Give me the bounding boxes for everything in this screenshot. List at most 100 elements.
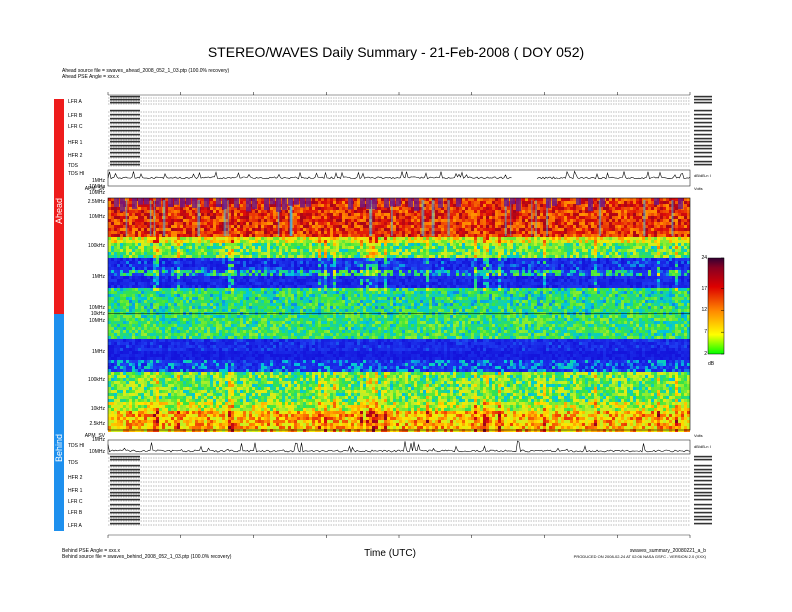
spectrogram-cell bbox=[252, 210, 255, 213]
spectrogram-cell bbox=[222, 417, 225, 420]
spectrogram-cell bbox=[246, 408, 249, 411]
spectrogram-cell bbox=[189, 369, 192, 372]
spectrogram-cell bbox=[132, 378, 135, 381]
spectrogram-cell bbox=[171, 414, 174, 417]
spectrogram-cell bbox=[243, 339, 246, 342]
spectrogram-cell bbox=[261, 228, 264, 231]
spectrogram-cell bbox=[273, 255, 276, 258]
spectrogram-cell bbox=[114, 270, 117, 273]
spectrogram-cell bbox=[180, 402, 183, 405]
spectrogram-cell bbox=[159, 342, 162, 345]
spectrogram-cell bbox=[201, 327, 204, 330]
spectrogram-cell bbox=[240, 231, 243, 234]
spectrogram-cell bbox=[159, 429, 162, 432]
spectrogram-cell bbox=[177, 333, 180, 336]
spectrogram-cell bbox=[192, 255, 195, 258]
spectrogram-cell bbox=[255, 243, 258, 246]
spectrogram-cell bbox=[279, 285, 282, 288]
spectrogram-cell bbox=[252, 276, 255, 279]
spectrogram-cell bbox=[285, 255, 288, 258]
spectrogram-cell bbox=[195, 348, 198, 351]
spectrogram-cell bbox=[240, 336, 243, 339]
spectrogram-cell bbox=[282, 315, 285, 318]
spectrogram-cell bbox=[165, 318, 168, 321]
spectrogram-cell bbox=[246, 339, 249, 342]
spectrogram-cell bbox=[201, 261, 204, 264]
spectrogram-cell bbox=[150, 222, 153, 225]
spectrogram-cell bbox=[117, 291, 120, 294]
spectrogram-cell bbox=[261, 384, 264, 387]
spectrogram-cell bbox=[204, 333, 207, 336]
spectrogram-cell bbox=[237, 273, 240, 276]
spectrogram-cell bbox=[273, 204, 276, 207]
spectrogram-cell bbox=[261, 300, 264, 303]
spectrogram-cell bbox=[156, 375, 159, 378]
spectrogram-cell bbox=[189, 354, 192, 357]
spectrogram-cell bbox=[225, 414, 228, 417]
spectrogram-cell bbox=[120, 417, 123, 420]
spectrogram-cell bbox=[213, 198, 216, 201]
spectrogram-cell bbox=[108, 201, 111, 204]
spectrogram-cell bbox=[177, 429, 180, 432]
spectrogram-cell bbox=[156, 414, 159, 417]
spectrogram-cell bbox=[141, 420, 144, 423]
spectrogram-cell bbox=[156, 264, 159, 267]
spectrogram-cell bbox=[291, 297, 294, 300]
spectrogram-cell bbox=[210, 381, 213, 384]
spectrogram-cell bbox=[243, 201, 246, 204]
spectrogram-cell bbox=[165, 288, 168, 291]
spectrogram-cell bbox=[261, 324, 264, 327]
spectrogram-cell bbox=[204, 318, 207, 321]
spectrogram-cell bbox=[219, 426, 222, 429]
spectrogram-cell bbox=[237, 300, 240, 303]
spectrogram-cell bbox=[165, 417, 168, 420]
spectrogram-cell bbox=[210, 285, 213, 288]
spectrogram-cell bbox=[171, 381, 174, 384]
spectrogram-cell bbox=[147, 426, 150, 429]
spectrogram-cell bbox=[282, 321, 285, 324]
spectrogram-cell bbox=[201, 420, 204, 423]
spectrogram-cell bbox=[231, 375, 234, 378]
spectrogram-cell bbox=[207, 297, 210, 300]
spectrogram-cell bbox=[228, 198, 231, 201]
spectrogram-cell bbox=[270, 309, 273, 312]
spectrogram-cell bbox=[153, 276, 156, 279]
spectrogram-cell bbox=[270, 372, 273, 375]
spectrogram-cell bbox=[216, 363, 219, 366]
spectrogram-cell bbox=[126, 297, 129, 300]
spectrogram-cell bbox=[261, 423, 264, 426]
spectrogram-cell bbox=[132, 249, 135, 252]
spectrogram-cell bbox=[222, 378, 225, 381]
spectrogram-cell bbox=[147, 258, 150, 261]
spectrogram-cell bbox=[162, 366, 165, 369]
spectrogram-cell bbox=[141, 237, 144, 240]
spectrogram-cell bbox=[219, 300, 222, 303]
spectrogram-cell bbox=[177, 375, 180, 378]
spectrogram-cell bbox=[144, 249, 147, 252]
spectrogram-cell bbox=[150, 429, 153, 432]
spectrogram-cell bbox=[282, 393, 285, 396]
spectrogram-cell bbox=[114, 339, 117, 342]
spectrogram-cell bbox=[114, 222, 117, 225]
spectrogram-cell bbox=[183, 402, 186, 405]
spectrogram-cell bbox=[192, 243, 195, 246]
spectrogram-cell bbox=[222, 396, 225, 399]
spectrogram-cell bbox=[174, 384, 177, 387]
spectrogram-cell bbox=[270, 348, 273, 351]
spectrogram-cell bbox=[126, 354, 129, 357]
spectrogram-cell bbox=[210, 234, 213, 237]
spectrogram-cell bbox=[177, 225, 180, 228]
spectrogram-cell bbox=[147, 390, 150, 393]
spectrogram-cell bbox=[171, 291, 174, 294]
spectrogram-cell bbox=[258, 420, 261, 423]
spectrogram-cell bbox=[255, 261, 258, 264]
spectrogram-cell bbox=[204, 366, 207, 369]
spectrogram-cell bbox=[231, 318, 234, 321]
spectrogram-cell bbox=[246, 246, 249, 249]
spectrogram-cell bbox=[261, 420, 264, 423]
frequency-label: 10kHz bbox=[90, 311, 105, 317]
spectrogram-cell bbox=[192, 333, 195, 336]
spectrogram-cell bbox=[147, 276, 150, 279]
spectrogram-cell bbox=[168, 381, 171, 384]
spectrogram-cell bbox=[153, 405, 156, 408]
